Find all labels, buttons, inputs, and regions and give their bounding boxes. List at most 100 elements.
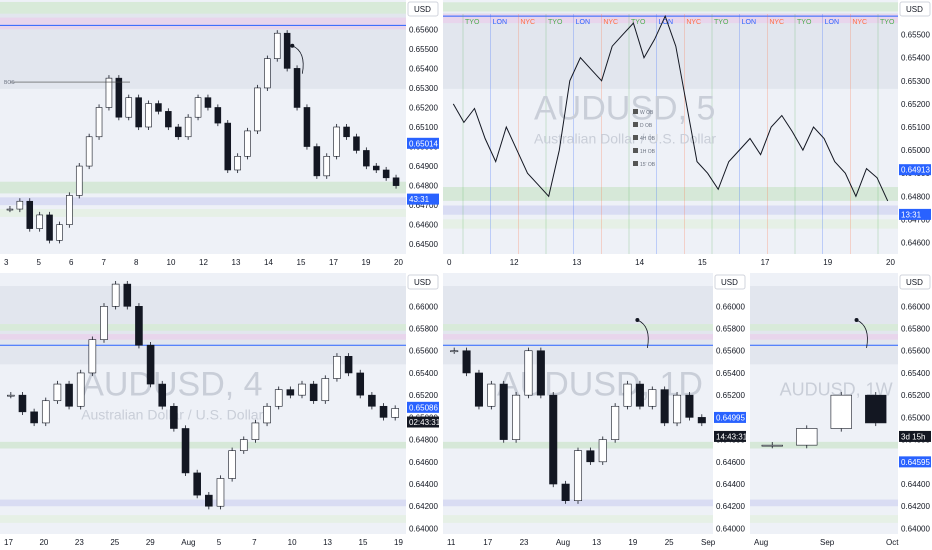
candle <box>333 353 341 382</box>
x-tick-label: 12 <box>199 258 208 267</box>
y-tick-label: 0.65200 <box>901 100 930 109</box>
order-block-band <box>0 441 406 449</box>
session-label: LON <box>659 19 673 26</box>
legend-swatch <box>633 161 638 166</box>
x-tick-label: 13 <box>592 538 601 547</box>
candle <box>111 280 120 310</box>
order-block-band <box>0 334 406 340</box>
legend-swatch <box>633 122 638 127</box>
candle <box>761 442 783 449</box>
order-block-band <box>443 441 713 449</box>
candle <box>487 380 496 410</box>
y-tick-label: 0.65400 <box>716 369 745 378</box>
y-axis-bg <box>898 0 932 270</box>
candle-body <box>95 107 103 138</box>
candle-body <box>524 350 533 396</box>
y-tick-label: 0.64900 <box>409 162 438 171</box>
order-block-band <box>0 197 406 206</box>
currency-label: USD <box>906 278 923 287</box>
y-tick-label: 0.64600 <box>409 458 438 467</box>
y-axis-bg <box>406 0 440 270</box>
y-tick-label: 0.65400 <box>901 54 930 63</box>
order-block-band <box>443 205 898 215</box>
candle <box>76 369 85 410</box>
candle <box>16 198 24 213</box>
candle-body <box>145 103 152 128</box>
candle-body <box>234 156 241 171</box>
y-tick-label: 0.65400 <box>409 64 438 73</box>
chart-panel-2[interactable]: TYO LON NYC TYO LON NYC TYO LON NYC TYO LON NYC TYO L… <box>443 0 932 270</box>
x-tick-label: 20 <box>886 258 895 267</box>
chart-panel-1[interactable]: BOS USD 0.65600 0.65500 0.65400 0.65300 0.6520… <box>0 0 440 270</box>
order-block-band <box>443 219 898 229</box>
y-tick-label: 0.64800 <box>409 182 438 191</box>
candle <box>368 392 376 410</box>
candle-body <box>135 97 142 128</box>
y-tick-label: 0.64000 <box>409 524 438 533</box>
candle <box>499 380 508 443</box>
candle-body <box>228 450 236 479</box>
order-block-band <box>0 515 406 523</box>
candle <box>363 147 370 170</box>
candle <box>685 392 694 421</box>
y-tick-label: 0.65600 <box>409 347 438 356</box>
y-tick-label: 0.65800 <box>716 325 745 334</box>
candle-body <box>391 408 399 418</box>
candle-body <box>216 478 225 507</box>
candle-body <box>321 378 330 402</box>
order-block-band <box>0 324 406 331</box>
chart-panel-5[interactable]: AUDUSD, 1W USD 0.66000 0.65800 0.65600 0.6540… <box>750 273 932 550</box>
currency-label: USD <box>721 278 738 287</box>
candle <box>184 114 192 140</box>
candle <box>244 127 251 160</box>
order-block-band <box>0 17 406 30</box>
candle-body <box>254 87 261 132</box>
chart-panel-4[interactable]: AUDUSD, 1D USD 0.66000 0.65800 0.65600 0.6540… <box>443 273 747 550</box>
session-label: TYO <box>714 19 729 26</box>
y-tick-label: 0.65800 <box>901 325 930 334</box>
x-tick-label: Oct <box>886 538 899 547</box>
candle <box>95 104 103 140</box>
candle <box>283 30 291 72</box>
candle-body <box>100 306 108 340</box>
price-tag <box>899 456 931 468</box>
candle-body <box>41 400 50 424</box>
chart-panel-3[interactable]: AUDUSD, 4 Australian Dollar / U.S. Dollar… <box>0 273 440 550</box>
candle-body <box>343 126 350 138</box>
x-tick-label: 17 <box>761 258 770 267</box>
price-tag-label: 0.64995 <box>716 413 745 422</box>
candle-body <box>263 405 271 424</box>
candle-body <box>474 372 483 407</box>
candle <box>254 84 261 134</box>
x-tick-label: 13 <box>572 258 581 267</box>
x-tick-label: 19 <box>362 258 371 267</box>
candle <box>391 405 399 421</box>
watermark-symbol: AUDUSD, 5 <box>534 89 715 127</box>
candle-body <box>635 383 644 407</box>
price-tag-label: 0.64913 <box>901 166 930 175</box>
candle <box>830 392 852 432</box>
y-tick-label: 0.64400 <box>901 480 930 489</box>
y-tick-label: 0.65500 <box>901 31 930 40</box>
candle-body <box>549 394 558 485</box>
candle <box>379 403 388 421</box>
x-tick-label: 8 <box>134 258 139 267</box>
candle <box>648 386 657 410</box>
candle-body <box>214 107 222 124</box>
y-tick-label: 0.64000 <box>716 524 745 533</box>
chart-svg: AUDUSD, 1DUSD0.660000.658000.656000.6540… <box>443 273 747 550</box>
candle-body <box>353 136 360 151</box>
y-tick-label: 0.65000 <box>901 413 930 422</box>
candle <box>30 408 38 427</box>
candle-body <box>660 389 669 424</box>
candle-body <box>224 122 232 171</box>
x-tick-label: 3 <box>4 258 9 267</box>
watermark-symbol: AUDUSD, 1W <box>780 380 893 400</box>
x-tick-label: 25 <box>665 538 674 547</box>
session-label: NYC <box>769 19 784 26</box>
x-axis-bg <box>0 534 440 550</box>
x-tick-label: Sep <box>820 538 835 547</box>
order-block-band <box>443 2 898 12</box>
x-tick-label: 19 <box>823 258 832 267</box>
order-block-band <box>0 1 406 14</box>
